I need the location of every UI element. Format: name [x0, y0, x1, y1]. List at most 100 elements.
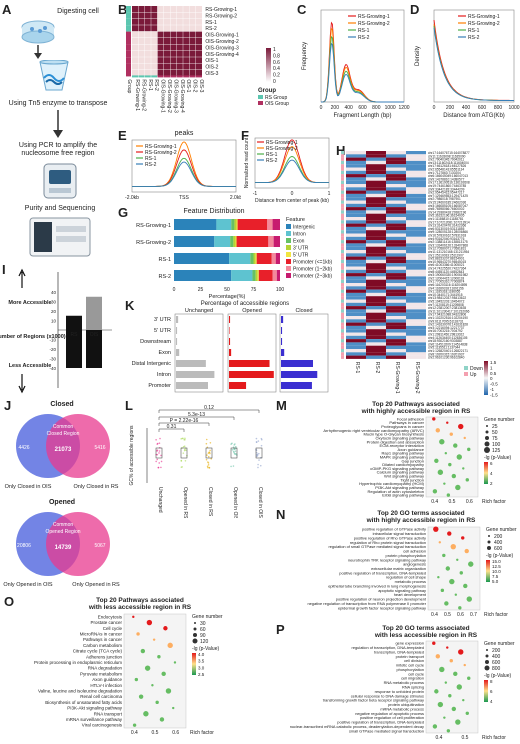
heatmap-cell — [196, 38, 202, 44]
heatmap-cell — [366, 352, 386, 355]
heatmap-cell — [145, 12, 151, 18]
scatter-point — [230, 466, 232, 468]
dot — [437, 576, 439, 578]
chart-title: Top 20 GO terms associated — [377, 510, 464, 517]
x-tick-label: 0.7 — [470, 612, 477, 618]
color-scale-bar — [192, 653, 196, 675]
heatmap-cell — [183, 32, 189, 38]
heatmap-cell — [346, 257, 366, 260]
x-tick-label: 0 — [320, 105, 323, 111]
scatter-point — [206, 439, 208, 441]
chart-title: Feature Distribution — [183, 208, 244, 215]
dot — [439, 667, 444, 672]
legend-swatch — [286, 224, 291, 229]
panel-j-svg: Closed4426 21073 5416CommonClosed RegionOn… — [0, 398, 125, 594]
heatmap-cell — [386, 280, 406, 283]
heatmap-cell — [346, 270, 366, 273]
scatter-point — [158, 467, 160, 469]
heatmap-cell — [190, 19, 196, 25]
panel-p-svg: Top 20 GO terms associatedwith less acce… — [276, 622, 520, 744]
x-tick-label: 0.4 — [436, 735, 443, 741]
y-tick-label: -30 — [49, 357, 56, 362]
col-label: RS-1 — [354, 362, 360, 374]
bar-segment — [259, 270, 273, 281]
legend-label: RS-2 — [266, 158, 278, 164]
heatmap-cell — [386, 273, 406, 276]
row-group-strip — [341, 174, 344, 177]
heatmap-cell — [196, 64, 202, 70]
heatmap-cell — [151, 57, 157, 63]
dot — [466, 478, 469, 481]
bar-segment — [214, 236, 230, 247]
bar-segment — [273, 270, 277, 281]
legend-label-ois: OIS Group — [265, 101, 289, 107]
dot — [447, 493, 450, 496]
scatter-point — [184, 437, 186, 439]
heatmap-cell — [386, 352, 406, 355]
heatmap-cell — [145, 70, 151, 76]
bar-segment — [230, 236, 233, 247]
bar — [229, 316, 230, 323]
row-group-strip — [341, 267, 344, 270]
bar-segment — [256, 253, 257, 264]
heatmap-cell — [366, 253, 386, 256]
x-axis-label: Rich factor — [190, 730, 214, 736]
heatmap-cell — [183, 64, 189, 70]
term-label: small GTPase mediated signal transductio… — [349, 728, 424, 733]
color-scale-tick: 6 — [490, 689, 493, 694]
heatmap-cell — [406, 303, 426, 306]
heatmap-cell — [145, 32, 151, 38]
group-strip-cell — [126, 25, 131, 31]
bar — [229, 327, 230, 334]
region-label: chr2:96101230:96102840 — [428, 356, 465, 360]
legend-swatch — [286, 259, 291, 264]
dot — [452, 707, 456, 711]
col-label: OIS-2 — [192, 79, 198, 92]
legend-title: Group — [258, 88, 276, 94]
group-label: Opened — [242, 308, 262, 314]
heatmap-cell — [386, 290, 406, 293]
heatmap-cell — [346, 154, 366, 157]
group-strip-cell — [126, 44, 131, 50]
color-scale-bar — [266, 48, 271, 82]
col-group-strip — [177, 75, 183, 77]
dot — [447, 531, 451, 535]
heatmap-cell — [346, 333, 366, 336]
heatmap-cell — [132, 44, 138, 50]
category-label: Opened in RS — [182, 487, 188, 518]
heatmap-cell — [406, 309, 426, 312]
y-axis-label: Density — [415, 46, 421, 66]
venn-right-label: Only Opened in RS — [72, 582, 120, 588]
scatter-point — [183, 446, 185, 448]
bar-segment — [174, 270, 231, 281]
cell-dish-icon — [18, 15, 58, 60]
dot — [453, 443, 457, 447]
heatmap-cell — [386, 184, 406, 187]
heatmap-cell — [386, 161, 406, 164]
heatmap-cell — [386, 293, 406, 296]
color-legend-title: -lg (p-Value) — [484, 673, 511, 679]
heatmap-cell — [138, 12, 144, 18]
bar — [281, 349, 284, 356]
row-group-strip — [341, 356, 344, 359]
heatmap-cell — [145, 19, 151, 25]
row-group-strip — [341, 247, 344, 250]
heatmap-cell — [190, 12, 196, 18]
x-tick-label: 0.5 — [462, 735, 469, 741]
x-tick-label: 0.6 — [172, 730, 179, 736]
dot — [445, 452, 447, 454]
heatmap-cell — [366, 217, 386, 220]
heatmap-cell — [164, 38, 170, 44]
heatmap-cell — [366, 184, 386, 187]
heatmap-cell — [386, 168, 406, 171]
y-tick-label: 10 — [51, 319, 57, 324]
term-label: Biosynthesis of unsaturated fatty acids — [45, 700, 123, 705]
row-group-strip — [341, 154, 344, 157]
row-group-strip — [341, 293, 344, 296]
heatmap-cell — [406, 260, 426, 263]
row-group-strip — [341, 214, 344, 217]
row-group-strip — [341, 204, 344, 207]
heatmap-cell — [346, 217, 366, 220]
y-axis-label: Frequency — [302, 42, 308, 70]
heatmap-cell — [190, 57, 196, 63]
